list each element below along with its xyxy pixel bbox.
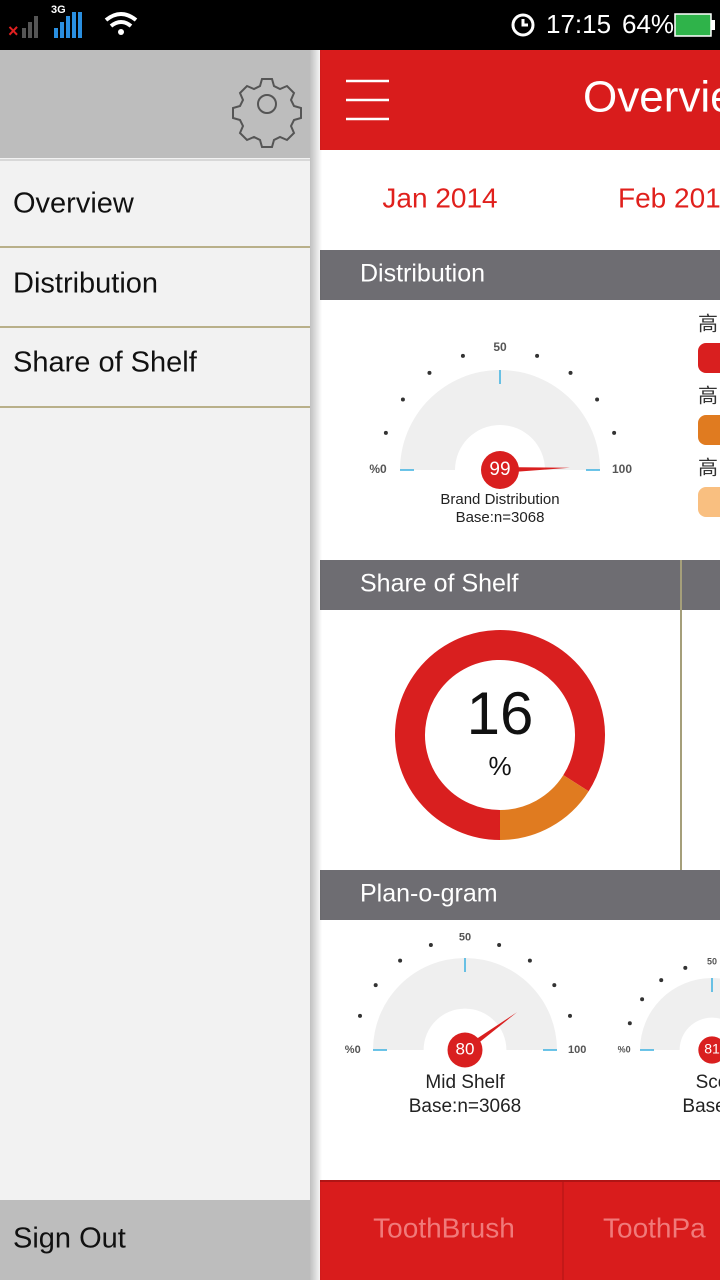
gauge-value: 81 <box>704 1041 720 1057</box>
battery-icon <box>674 13 715 37</box>
donut-segment <box>499 774 589 840</box>
legend-label: 高 <box>698 456 718 479</box>
gauge-tick-label: %0 <box>618 1044 631 1054</box>
category-tab[interactable]: ToothBrush <box>373 1212 515 1243</box>
gauge-tick-label: 50 <box>707 957 717 967</box>
gauge-dot <box>460 353 465 358</box>
gauge-dot <box>373 983 378 988</box>
gauge-face <box>400 370 600 470</box>
signal-icon: × <box>8 12 82 41</box>
gauge-tick-label: 100 <box>612 462 632 476</box>
section-header <box>320 870 720 920</box>
legend-swatch <box>698 415 720 445</box>
gauge-dot <box>497 943 502 948</box>
section-header <box>320 250 720 300</box>
gauge-base: Base:n <box>682 1096 720 1117</box>
section-header <box>320 560 720 610</box>
section-title: Distribution <box>360 260 485 288</box>
gauge-dot <box>627 1021 632 1026</box>
gauge-dot <box>400 397 405 402</box>
clock: 17:15 <box>546 9 611 39</box>
month-tab[interactable]: Feb 201 <box>618 182 720 213</box>
alarm-icon <box>511 13 535 37</box>
status-bar <box>0 0 720 50</box>
gauge-dot <box>612 430 617 435</box>
menu-button[interactable] <box>346 79 389 121</box>
gauge-dot <box>398 958 403 963</box>
drawer-item[interactable]: Overview <box>13 188 135 220</box>
drawer <box>0 50 310 1280</box>
sign-out-button[interactable]: Sign Out <box>13 1223 126 1255</box>
drawer-shadow <box>310 50 322 1280</box>
gauge-face <box>640 978 720 1050</box>
settings-button[interactable] <box>232 78 302 148</box>
gauge-dot <box>640 997 645 1002</box>
svg-text:×: × <box>8 21 19 41</box>
network-type: 3G <box>51 4 66 16</box>
bottom-tab-bar <box>320 1180 720 1280</box>
gauge-value: 99 <box>489 459 510 480</box>
gauge-tick-label: %0 <box>369 462 387 476</box>
legend-swatch <box>698 343 720 373</box>
gauge-dot <box>659 978 664 983</box>
gauge-dot <box>428 943 433 948</box>
legend-label: 高 <box>698 312 718 335</box>
gauge-tick-label: %0 <box>345 1044 361 1056</box>
gauge-dot <box>535 353 540 358</box>
gauge-tick-label: 50 <box>493 340 507 354</box>
gauge-label: Mid Shelf <box>425 1072 505 1093</box>
gauge-dot <box>358 1013 363 1018</box>
gauge-dot <box>683 965 688 970</box>
gauge-tick-label: 50 <box>459 932 471 944</box>
gauge-dot <box>568 370 573 375</box>
sign-out-bar <box>0 1200 310 1280</box>
gauge-hub <box>481 451 519 489</box>
page-title: Overvie <box>583 73 720 122</box>
gauge-base: Base:n=3068 <box>456 509 545 526</box>
donut-value: 16 <box>467 680 534 747</box>
gauge-hub <box>447 1032 483 1068</box>
gauge-dot <box>427 370 432 375</box>
gauge-value: 80 <box>456 1039 475 1058</box>
legend-label: 高 <box>698 384 718 407</box>
gauge-hub <box>698 1036 720 1064</box>
section-title: Plan-o-gram <box>360 880 498 908</box>
drawer-header <box>0 50 310 158</box>
drawer-item[interactable]: Distribution <box>13 268 158 300</box>
month-tab[interactable]: Jan 2014 <box>382 182 497 213</box>
gauge-tick-label: 100 <box>568 1044 586 1056</box>
gauge-face <box>373 958 557 1050</box>
gauge-label: Brand Distribution <box>440 491 559 508</box>
gauge-label: Sco <box>696 1072 720 1093</box>
wifi-icon <box>104 12 138 35</box>
gauge-dot <box>527 958 532 963</box>
drawer-item[interactable]: Share of Shelf <box>13 347 198 379</box>
section-title: Share of Shelf <box>360 570 518 598</box>
donut-rest <box>395 630 605 840</box>
gauge-dot <box>567 1013 572 1018</box>
donut-unit: % <box>488 751 511 781</box>
legend-swatch <box>698 487 720 517</box>
category-tab[interactable]: ToothPa <box>603 1212 706 1243</box>
gauge-dot <box>595 397 600 402</box>
gauge-dot <box>552 983 557 988</box>
gauge-dot <box>383 430 388 435</box>
battery-percent: 64% <box>622 9 674 39</box>
gauge-base: Base:n=3068 <box>409 1096 522 1117</box>
